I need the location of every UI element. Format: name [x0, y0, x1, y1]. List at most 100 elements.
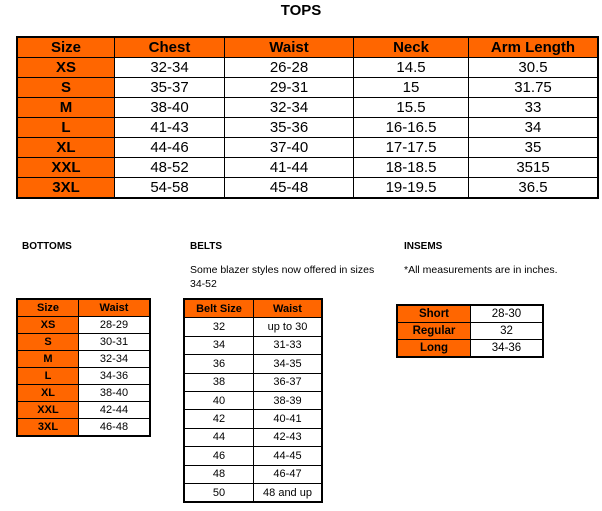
table-row: 44 42-43 [183, 427, 323, 448]
table-row: XL 44-46 37-40 17-17.5 35 [16, 137, 599, 158]
table-cell: 42-44 [78, 401, 151, 419]
table-cell: 54-58 [114, 177, 225, 199]
table-cell: 16-16.5 [353, 117, 469, 138]
table-cell: 28-29 [78, 316, 151, 334]
table-row: 38 36-37 [183, 372, 323, 392]
table-row: 3XL 46-48 [16, 418, 151, 437]
tops-table: Size Chest Waist Neck Arm Length XS 32-3… [16, 36, 599, 199]
table-cell: 34-35 [253, 354, 323, 374]
table-header-row: Belt Size Waist [183, 298, 323, 319]
table-cell: 28-30 [470, 304, 544, 323]
table-cell: 50 [183, 482, 254, 503]
size-cell: XL [16, 384, 79, 402]
table-header-row: Size Waist [16, 298, 151, 317]
table-cell: 36.5 [468, 177, 599, 199]
table-cell: 35 [468, 137, 599, 158]
table-cell: 35-37 [114, 77, 225, 98]
table-cell: 34 [468, 117, 599, 138]
size-cell: 3XL [16, 177, 115, 199]
table-row: 42 40-41 [183, 409, 323, 429]
table-row: Regular 32 [396, 322, 544, 340]
table-row: XL 38-40 [16, 384, 151, 402]
table-cell: 46 [183, 446, 254, 466]
table-row: Long 34-36 [396, 339, 544, 358]
column-header: Waist [78, 298, 151, 317]
table-cell: 38-39 [253, 390, 323, 411]
table-cell: 38-40 [114, 97, 225, 118]
table-row: 40 38-39 [183, 390, 323, 411]
table-cell: 34-36 [78, 367, 151, 385]
table-cell: 30-31 [78, 333, 151, 351]
table-cell: 34 [183, 335, 254, 356]
table-cell: 44 [183, 427, 254, 448]
insems-table: Short 28-30 Regular 32 Long 34-36 [396, 304, 544, 358]
table-row: M 32-34 [16, 350, 151, 368]
table-cell: 46-48 [78, 418, 151, 437]
size-cell: XXL [16, 401, 79, 419]
column-header: Arm Length [468, 36, 599, 58]
table-row: 3XL 54-58 45-48 19-19.5 36.5 [16, 177, 599, 199]
column-header: Waist [253, 298, 323, 319]
size-cell: 3XL [16, 418, 79, 437]
table-cell: 36-37 [253, 372, 323, 392]
table-cell: 33 [468, 97, 599, 118]
table-cell: 32 [470, 322, 544, 340]
table-cell: 29-31 [224, 77, 354, 98]
table-cell: 38-40 [78, 384, 151, 402]
column-header: Size [16, 298, 79, 317]
tops-title: TOPS [280, 2, 322, 19]
table-cell: 37-40 [224, 137, 354, 158]
table-row: 46 44-45 [183, 446, 323, 466]
column-header: Chest [114, 36, 225, 58]
column-header: Neck [353, 36, 469, 58]
table-row: XS 28-29 [16, 316, 151, 334]
belts-note: Some blazer styles now offered in sizes … [190, 264, 375, 290]
size-cell: XS [16, 316, 79, 334]
column-header: Size [16, 36, 115, 58]
size-cell: XXL [16, 157, 115, 178]
table-cell: 42-43 [253, 427, 323, 448]
table-cell: 48 [183, 464, 254, 484]
table-cell: 44-45 [253, 446, 323, 466]
insems-note: *All measurements are in inches. [404, 264, 558, 276]
size-cell: M [16, 97, 115, 118]
table-cell: 30.5 [468, 57, 599, 78]
table-row: S 30-31 [16, 333, 151, 351]
table-row: XXL 42-44 [16, 401, 151, 419]
table-row: L 41-43 35-36 16-16.5 34 [16, 117, 599, 138]
table-cell: 32-34 [114, 57, 225, 78]
table-cell: 26-28 [224, 57, 354, 78]
table-row: XS 32-34 26-28 14.5 30.5 [16, 57, 599, 78]
size-cell: XL [16, 137, 115, 158]
table-row: 50 48 and up [183, 482, 323, 503]
table-cell: up to 30 [253, 317, 323, 337]
bottoms-table: Size Waist XS 28-29 S 30-31 M 32-34 L 34… [16, 298, 151, 437]
table-cell: 17-17.5 [353, 137, 469, 158]
inseam-label-cell: Short [396, 304, 471, 323]
table-row: L 34-36 [16, 367, 151, 385]
table-cell: 18-18.5 [353, 157, 469, 178]
size-cell: M [16, 350, 79, 368]
size-cell: XS [16, 57, 115, 78]
table-cell: 34-36 [470, 339, 544, 358]
column-header: Waist [224, 36, 354, 58]
table-row: M 38-40 32-34 15.5 33 [16, 97, 599, 118]
table-row: 48 46-47 [183, 464, 323, 484]
table-row: S 35-37 29-31 15 31.75 [16, 77, 599, 98]
table-cell: 32-34 [224, 97, 354, 118]
inseam-label-cell: Long [396, 339, 471, 358]
table-row: 34 31-33 [183, 335, 323, 356]
belts-title: BELTS [190, 241, 223, 252]
table-cell: 15 [353, 77, 469, 98]
table-cell: 31-33 [253, 335, 323, 356]
table-header-row: Size Chest Waist Neck Arm Length [16, 36, 599, 58]
table-cell: 15.5 [353, 97, 469, 118]
table-cell: 42 [183, 409, 254, 429]
column-header: Belt Size [183, 298, 254, 319]
table-cell: 38 [183, 372, 254, 392]
table-row: 32 up to 30 [183, 317, 323, 337]
size-cell: S [16, 77, 115, 98]
table-cell: 48-52 [114, 157, 225, 178]
table-cell: 14.5 [353, 57, 469, 78]
table-cell: 3515 [468, 157, 599, 178]
